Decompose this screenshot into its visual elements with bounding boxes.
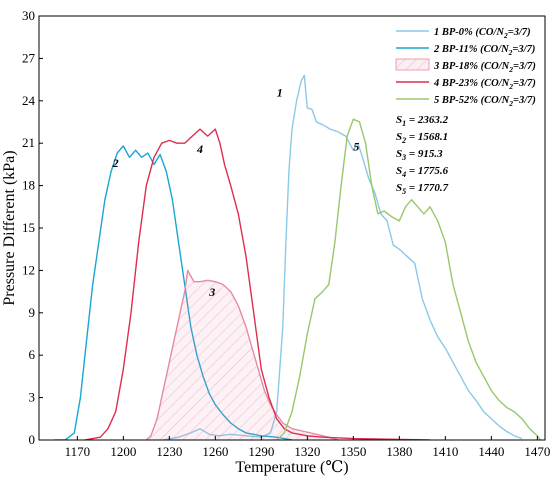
legend-entry-5: 5 BP-52% (CO/N2=3/7) xyxy=(434,95,536,108)
x-tick-label: 1350 xyxy=(340,444,366,459)
x-tick-label: 1260 xyxy=(202,444,228,459)
y-tick-label: 15 xyxy=(22,220,35,235)
x-tick-label: 1320 xyxy=(294,444,320,459)
peak-label-1: 1 xyxy=(277,86,283,100)
peak-labels: 1 2 3 4 5 xyxy=(112,86,360,299)
area-annotation-1: S1 = 2363.2 xyxy=(396,114,449,128)
legend-entry-1: 1 BP-0% (CO/N2=3/7) xyxy=(434,27,531,40)
x-tick-label: 1380 xyxy=(386,444,412,459)
area-annotations: S1 = 2363.2 S2 = 1568.1 S3 = 915.3 S4 = 177… xyxy=(396,114,449,196)
y-tick-label: 6 xyxy=(29,347,36,362)
y-tick-label: 12 xyxy=(22,262,35,277)
x-tick-label: 1170 xyxy=(65,444,91,459)
y-tick-label: 27 xyxy=(22,50,36,65)
y-tick-label: 21 xyxy=(22,135,35,150)
peak-label-3: 3 xyxy=(208,285,215,299)
area-annotation-3: S3 = 915.3 xyxy=(396,148,443,162)
axes-layer: 1170 1200 1230 1260 1290 1320 1350 1380 1410 1440… xyxy=(22,8,550,459)
y-axis-title: Pressure Different (kPa) xyxy=(1,150,18,305)
series-3-line xyxy=(145,269,339,440)
area-annotation-5: S5 = 1770.7 xyxy=(396,182,449,196)
y-tick-label: 0 xyxy=(29,432,36,447)
x-tick-label: 1200 xyxy=(110,444,136,459)
x-tick-label: 1410 xyxy=(432,444,458,459)
y-tick-label: 9 xyxy=(29,305,36,320)
y-tick-label: 18 xyxy=(22,178,35,193)
legend-entry-2: 2 BP-11% (CO/N2=3/7) xyxy=(433,44,535,57)
peak-label-5: 5 xyxy=(353,139,359,153)
x-tick-label: 1470 xyxy=(524,444,550,459)
series-5-line xyxy=(276,118,541,440)
x-axis-title: Temperature (℃) xyxy=(235,459,348,476)
series-3-area-hatch xyxy=(146,270,338,440)
x-tick-label: 1290 xyxy=(248,444,274,459)
legend-entry-4: 4 BP-23% (CO/N2=3/7) xyxy=(433,78,536,91)
x-tick-label: 1230 xyxy=(156,444,182,459)
y-tick-label: 3 xyxy=(29,390,36,405)
y-tick-label: 24 xyxy=(22,93,36,108)
peak-label-2: 2 xyxy=(112,156,119,170)
area-annotation-2: S2 = 1568.1 xyxy=(396,131,448,145)
legend: 1 BP-0% (CO/N2=3/7) 2 BP-11% (CO/N2=3/7) 3… xyxy=(395,27,536,108)
series-4-line xyxy=(84,128,431,440)
x-tick-label: 1440 xyxy=(478,444,504,459)
legend-swatch-hatch-3 xyxy=(396,59,429,70)
y-tick-label: 30 xyxy=(22,8,35,23)
peak-label-4: 4 xyxy=(196,142,203,156)
area-annotation-4: S4 = 1775.6 xyxy=(396,165,449,179)
series-layer xyxy=(54,74,541,440)
legend-entry-3: 3 BP-18% (CO/N2=3/7) xyxy=(433,61,536,74)
